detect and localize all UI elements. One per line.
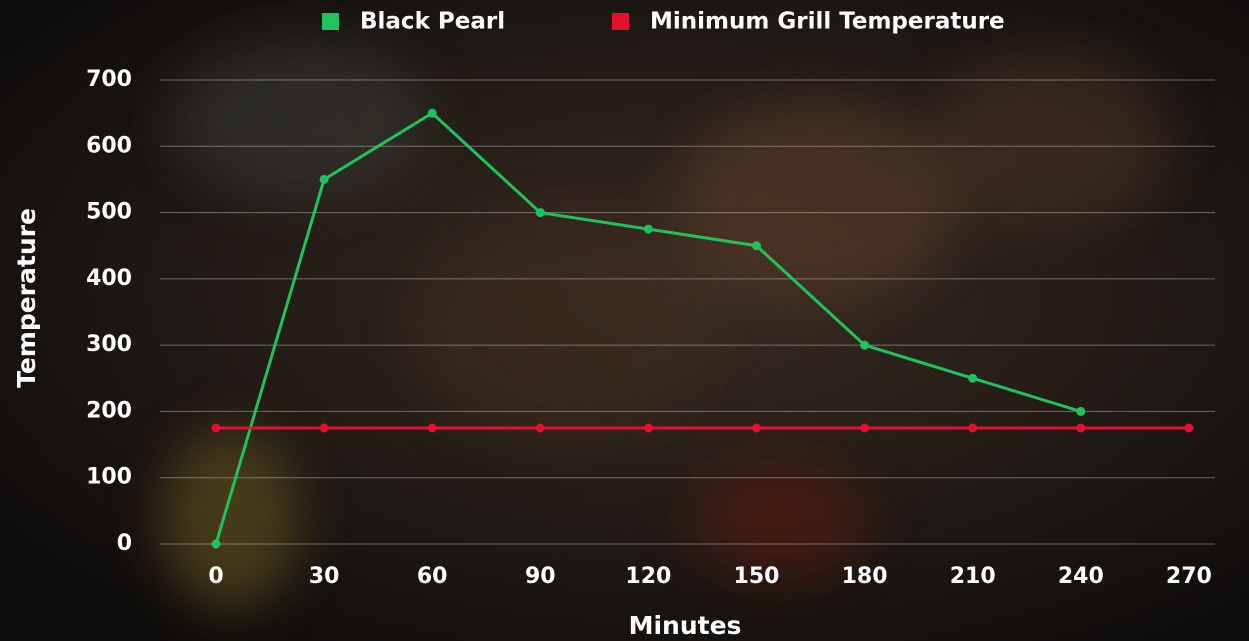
marker (644, 424, 653, 433)
marker (860, 424, 869, 433)
y-tick-label: 600 (86, 133, 132, 158)
marker (212, 540, 221, 549)
marker (860, 341, 869, 350)
legend-label: Minimum Grill Temperature (650, 9, 1005, 35)
x-tick-label: 30 (309, 564, 340, 589)
x-tick-label: 120 (625, 564, 671, 589)
y-tick-label: 0 (117, 531, 132, 556)
marker (968, 374, 977, 383)
y-tick-label: 400 (86, 266, 132, 291)
y-tick-label: 700 (86, 67, 132, 92)
x-tick-label: 60 (417, 564, 448, 589)
y-axis-title: Temperature (12, 208, 41, 388)
x-tick-label: 180 (842, 564, 888, 589)
legend-label: Black Pearl (360, 9, 505, 35)
legend-swatch (322, 13, 339, 30)
x-tick-label: 0 (208, 564, 223, 589)
marker (320, 424, 329, 433)
x-tick-label: 240 (1058, 564, 1104, 589)
marker (968, 424, 977, 433)
marker (536, 424, 545, 433)
marker (428, 424, 437, 433)
legend-swatch (612, 13, 629, 30)
chart: Minutes Temperature 01002003004005006007… (0, 0, 1249, 641)
marker (752, 424, 761, 433)
marker (1076, 424, 1085, 433)
x-axis-title: Minutes (629, 611, 742, 640)
y-tick-label: 100 (86, 465, 132, 490)
x-tick-label: 150 (734, 564, 780, 589)
marker (1184, 424, 1193, 433)
marker (536, 208, 545, 217)
marker (644, 225, 653, 234)
x-tick-label: 90 (525, 564, 556, 589)
y-tick-label: 500 (86, 200, 132, 225)
marker (212, 424, 221, 433)
marker (428, 109, 437, 118)
page: {"chart_data": {"type": "line", "x_label… (0, 0, 1249, 641)
marker (752, 241, 761, 250)
y-tick-label: 300 (86, 332, 132, 357)
x-tick-label: 270 (1166, 564, 1212, 589)
x-tick-label: 210 (950, 564, 996, 589)
marker (320, 175, 329, 184)
y-tick-label: 200 (86, 398, 132, 423)
marker (1076, 407, 1085, 416)
